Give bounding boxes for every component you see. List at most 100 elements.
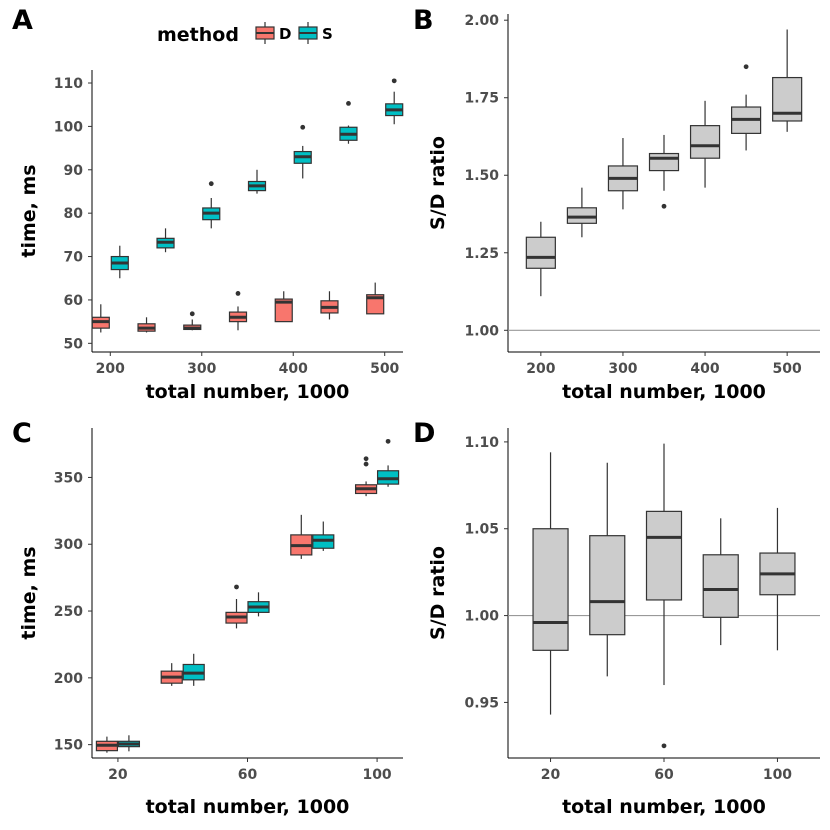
outlier-point [189,311,195,317]
x-axis-title: total number, 1000 [562,381,766,403]
box-ratio [645,443,683,749]
x-tick-label: 300 [187,361,216,377]
legend-label: S [322,25,333,43]
x-tick-label: 100 [362,767,391,783]
panel-letter: B [413,5,434,36]
legend-label: D [279,25,291,43]
box-iqr [589,535,626,636]
box-ratio [525,221,556,297]
y-tick-label: 1.75 [464,91,499,107]
outlier-point [363,456,369,462]
x-tick-label: 500 [773,361,802,377]
box-iqr [566,207,597,224]
legend: method D S [157,22,333,46]
y-tick-label: 1.25 [464,246,499,262]
box-s [376,438,400,487]
box-s [247,169,267,194]
x-axis-title: total number, 1000 [146,381,350,403]
outlier-point [235,291,241,296]
panel-letter: C [12,418,32,449]
panel-letter: D [413,418,435,449]
box-d [290,514,313,559]
box-d [320,291,339,320]
box-s [156,228,175,253]
box-s [117,735,141,752]
y-tick-label: 1.00 [464,323,499,339]
box-iqr [689,125,721,159]
box-ratio [759,507,796,651]
box-s [110,245,129,279]
box-s [182,653,205,686]
box-d [183,311,202,331]
box-iqr [648,152,680,172]
box-s [385,78,404,125]
box-ratio [566,187,597,238]
x-axis-title: total number, 1000 [562,796,766,818]
panel-d: D 0.95 1.00 1.05 1.10 20 60 100 total number, 10… [413,418,820,818]
box-d [160,663,183,686]
x-tick-label: 400 [279,361,308,377]
outlier-point [391,78,397,84]
y-tick-label: 300 [54,537,83,553]
x-tick-label: 20 [108,767,128,783]
box-d [228,291,248,331]
outlier-point [346,101,351,106]
box-s [247,592,270,617]
box-ratio [731,64,762,151]
x-axis-title: total number, 1000 [146,796,350,818]
legend-key-s: S [298,22,333,44]
y-tick-label: 90 [64,163,84,179]
box-ratio [607,138,639,210]
y-tick-label: 1.50 [464,168,499,184]
box-iqr [274,298,293,323]
legend-title: method [157,24,239,46]
box-d [95,736,119,753]
legend-key-d: D [255,22,291,44]
box-s [339,101,358,144]
box-iqr [645,510,683,601]
x-tick-label: 60 [238,767,258,783]
box-iqr [702,554,739,618]
outlier-point [743,64,749,70]
outlier-point [661,203,667,209]
box-d [354,456,378,497]
x-tick-label: 20 [541,767,561,783]
y-tick-label: 2.00 [464,13,499,29]
outlier-point [208,181,214,187]
box-d [91,304,110,333]
y-tick-label: 250 [54,604,83,620]
box-iqr [366,294,385,315]
y-tick-label: 80 [64,206,84,222]
y-axis-title: S/D ratio [427,136,449,230]
y-tick-label: 150 [54,738,83,754]
outlier-point [300,124,306,130]
y-tick-label: 1.00 [464,609,499,625]
x-tick-label: 400 [690,361,719,377]
box-s [293,124,312,179]
box-d [366,282,385,315]
box-d [274,291,293,323]
y-axis-title: time, ms [18,164,40,257]
y-tick-label: 60 [64,293,84,309]
y-tick-label: 110 [54,76,83,92]
y-axis-title: time, ms [18,546,40,639]
box-ratio [702,518,739,646]
x-tick-label: 200 [526,361,555,377]
y-axis-title: S/D ratio [427,546,449,640]
y-tick-label: 200 [54,671,83,687]
x-tick-label: 300 [608,361,637,377]
y-tick-label: 1.05 [464,522,499,538]
box-s [202,181,221,229]
x-tick-label: 60 [654,767,674,783]
outlier-point [661,743,667,749]
y-tick-label: 0.95 [464,695,499,711]
y-tick-label: 1.10 [464,435,499,451]
box-iqr [532,528,569,651]
y-tick-label: 100 [54,119,83,135]
outlier-point [363,461,369,467]
x-tick-label: 100 [763,767,792,783]
box-s [312,521,335,551]
box-ratio [772,29,803,132]
x-tick-label: 500 [370,361,399,377]
